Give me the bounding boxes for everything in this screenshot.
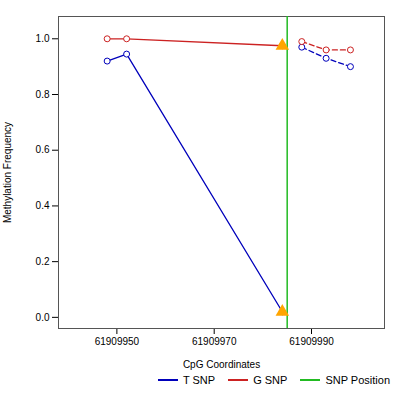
svg-text:0.4: 0.4 [36,200,50,211]
svg-text:1.0: 1.0 [36,33,50,44]
svg-text:0.8: 0.8 [36,89,50,100]
svg-text:0.2: 0.2 [36,256,50,267]
svg-text:61909990: 61909990 [289,336,334,347]
svg-text:0.0: 0.0 [36,312,50,323]
svg-text:0.6: 0.6 [36,144,50,155]
svg-text:61909970: 61909970 [192,336,237,347]
svg-text:CpG Coordinates: CpG Coordinates [183,359,260,370]
html-text:SNP Position: SNP Position [325,374,390,386]
svg-text:61909950: 61909950 [95,336,140,347]
html-text:G SNP: G SNP [253,374,288,386]
svg-text:Methylation Frequency: Methylation Frequency [2,122,13,223]
html-text:T SNP: T SNP [183,374,216,386]
